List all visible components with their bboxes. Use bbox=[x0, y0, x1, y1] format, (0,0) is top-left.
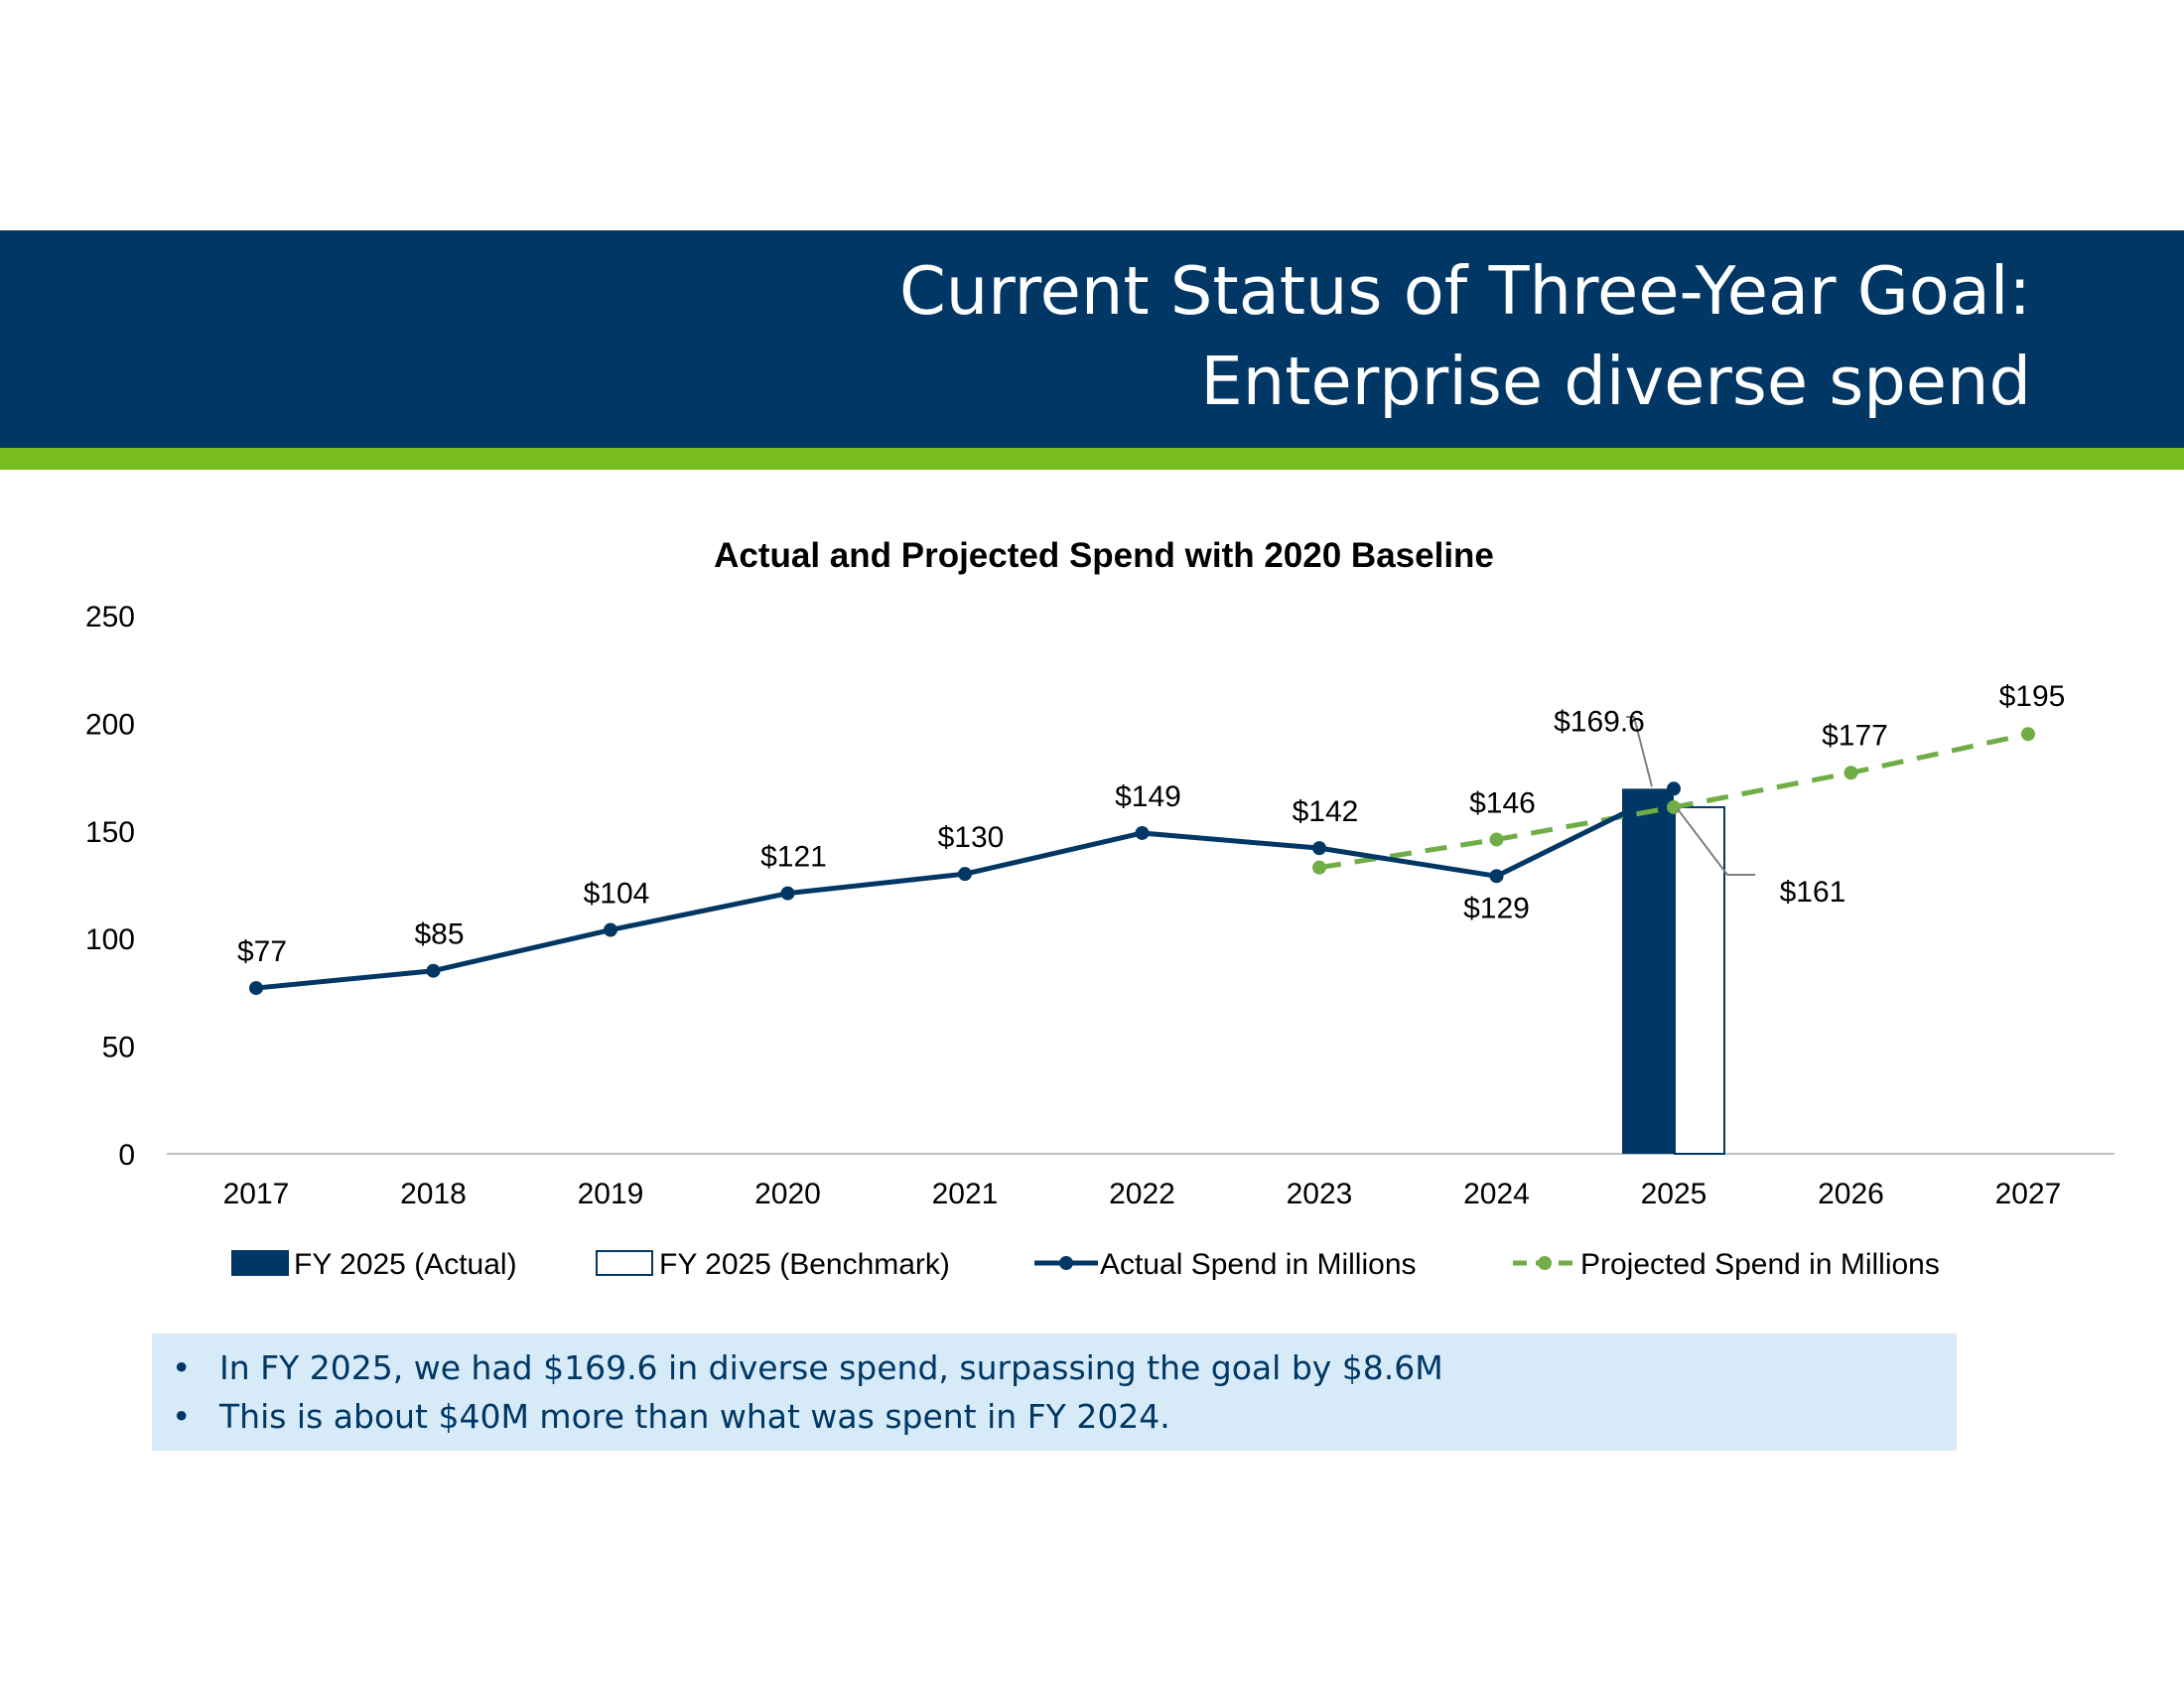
legend-swatch-actual-marker bbox=[1059, 1256, 1073, 1270]
actual-spend-point bbox=[604, 922, 617, 937]
data-label-projected: $161 bbox=[1780, 876, 1846, 909]
summary-text: In FY 2025, we had $169.6 in diverse spe… bbox=[219, 1348, 1443, 1387]
legend-label-actual-bar: FY 2025 (Actual) bbox=[294, 1248, 517, 1281]
legend-swatch-projected-marker bbox=[1538, 1256, 1552, 1270]
leader-lines bbox=[1626, 716, 1755, 876]
data-label-actual: $169.6 bbox=[1554, 705, 1645, 738]
legend-swatch-benchmark-bar bbox=[596, 1250, 653, 1276]
x-tick-label: 2020 bbox=[754, 1178, 821, 1210]
chart-title: Actual and Projected Spend with 2020 Bas… bbox=[714, 536, 1494, 575]
summary-item: • In FY 2025, we had $169.6 in diverse sp… bbox=[164, 1343, 1957, 1392]
summary-item: • This is about $40M more than what was s… bbox=[164, 1392, 1957, 1441]
actual-spend-point bbox=[426, 963, 441, 978]
data-label-projected: $146 bbox=[1469, 786, 1536, 819]
actual-spend-point bbox=[780, 886, 795, 901]
accent-band bbox=[0, 448, 2184, 470]
spend-chart: Actual and Projected Spend with 2020 Bas… bbox=[85, 536, 2115, 1281]
series-actual bbox=[249, 781, 1681, 996]
data-labels: $77 $85 $104 $121 $130 $149 $142 $129 $169.6 $146… bbox=[237, 680, 2065, 968]
data-label-actual: $130 bbox=[938, 821, 1005, 854]
data-label-actual: $149 bbox=[1115, 780, 1181, 813]
actual-spend-point bbox=[1489, 869, 1504, 884]
projected-spend-point bbox=[2021, 727, 2035, 742]
header-band bbox=[0, 230, 2184, 448]
y-tick-label: 50 bbox=[102, 1032, 135, 1064]
data-label-actual: $104 bbox=[584, 878, 650, 911]
summary-callout: • In FY 2025, we had $169.6 in diverse sp… bbox=[152, 1334, 1957, 1451]
y-tick-label: 0 bbox=[118, 1139, 135, 1172]
actual-spend-point bbox=[1667, 781, 1681, 796]
x-tick-label: 2025 bbox=[1641, 1178, 1707, 1210]
x-tick-label: 2017 bbox=[223, 1178, 290, 1210]
y-axis-ticks: 0 50 100 150 200 250 bbox=[85, 601, 135, 1172]
data-label-actual: $121 bbox=[760, 841, 827, 874]
bar-fy2025-benchmark bbox=[1674, 805, 1725, 1155]
legend-swatch-actual-bar bbox=[231, 1250, 289, 1276]
actual-spend-point bbox=[1312, 841, 1326, 856]
x-tick-label: 2022 bbox=[1109, 1178, 1175, 1210]
y-tick-label: 150 bbox=[85, 816, 135, 849]
projected-spend-point bbox=[1667, 799, 1681, 814]
x-tick-label: 2021 bbox=[932, 1178, 999, 1210]
actual-spend-point bbox=[1135, 825, 1150, 840]
x-tick-label: 2026 bbox=[1818, 1178, 1884, 1210]
bar-fy2025-actual bbox=[1622, 788, 1674, 1154]
data-label-projected: $195 bbox=[1999, 680, 2066, 713]
x-axis-ticks: 2017 2018 2019 2020 2021 2022 2023 2024 2025 2026… bbox=[223, 1178, 2062, 1210]
leader-line-benchmark-2025 bbox=[1677, 808, 1755, 876]
x-tick-label: 2024 bbox=[1463, 1178, 1530, 1210]
data-label-actual: $129 bbox=[1463, 892, 1530, 924]
data-label-actual: $142 bbox=[1293, 795, 1359, 828]
bullet-glyph: • bbox=[172, 1397, 192, 1436]
legend: FY 2025 (Actual) FY 2025 (Benchmark) Actua… bbox=[231, 1248, 1940, 1281]
x-tick-label: 2019 bbox=[578, 1178, 644, 1210]
data-label-actual: $77 bbox=[237, 935, 287, 968]
slide-title-line1: Current Status of Three-Year Goal: bbox=[898, 252, 2031, 330]
projected-spend-point bbox=[1312, 860, 1326, 875]
y-tick-label: 100 bbox=[85, 923, 135, 956]
legend-label-actual-line: Actual Spend in Millions bbox=[1100, 1248, 1417, 1281]
summary-text: This is about $40M more than what was sp… bbox=[219, 1397, 1170, 1436]
data-label-projected: $177 bbox=[1822, 719, 1888, 752]
slide-title-line2: Enterprise diverse spend bbox=[1200, 343, 2031, 420]
y-tick-label: 200 bbox=[85, 708, 135, 741]
x-tick-label: 2023 bbox=[1287, 1178, 1353, 1210]
bullet-glyph: • bbox=[172, 1348, 192, 1387]
slide-title: Current Status of Three-Year Goal: Enter… bbox=[899, 246, 2031, 427]
x-tick-label: 2018 bbox=[400, 1178, 467, 1210]
y-tick-label: 250 bbox=[85, 601, 135, 633]
actual-spend-point bbox=[249, 981, 263, 996]
projected-spend-point bbox=[1843, 766, 1858, 780]
actual-spend-line bbox=[255, 786, 1676, 991]
actual-spend-point bbox=[958, 867, 972, 882]
legend-label-benchmark-bar: FY 2025 (Benchmark) bbox=[659, 1248, 950, 1281]
bars bbox=[1622, 788, 1725, 1155]
legend-label-projected-line: Projected Spend in Millions bbox=[1580, 1248, 1940, 1281]
projected-spend-point bbox=[1489, 832, 1504, 847]
leader-line-actual-2025 bbox=[1626, 716, 1653, 787]
data-label-actual: $85 bbox=[414, 918, 464, 951]
series-projected bbox=[1312, 727, 2035, 875]
x-tick-label: 2027 bbox=[1995, 1178, 2062, 1210]
